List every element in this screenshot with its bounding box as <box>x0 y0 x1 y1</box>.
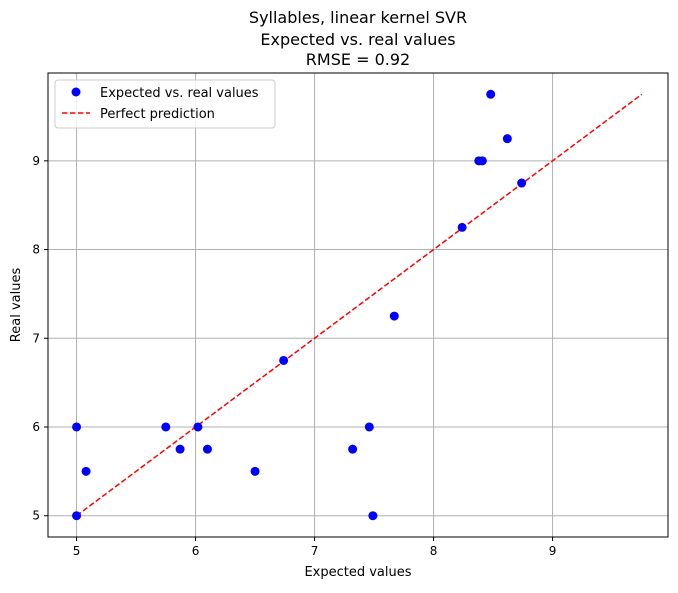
plot-area-frame <box>47 72 669 538</box>
scatter-point <box>202 444 212 454</box>
scatter-point <box>175 444 185 454</box>
y-tick-label: 7 <box>32 331 40 345</box>
y-tick-label: 9 <box>32 154 40 168</box>
scatter-point <box>502 134 512 144</box>
legend-scatter-marker <box>71 87 81 97</box>
legend-label-scatter: Expected vs. real values <box>100 86 259 101</box>
title-line-3: RMSE = 0.92 <box>306 50 410 69</box>
scatter-point <box>517 178 527 188</box>
y-axis-label: Real values <box>9 268 24 343</box>
scatter-point <box>364 422 374 432</box>
x-tick-label: 8 <box>430 544 438 558</box>
scatter-point <box>72 422 82 432</box>
scatter-point <box>389 311 399 321</box>
scatter-point <box>250 466 260 476</box>
x-axis-label: Expected values <box>304 565 411 580</box>
y-tick-label: 5 <box>32 509 40 523</box>
scatter-point <box>161 422 171 432</box>
scatter-points-layer <box>72 89 527 521</box>
y-tick-label: 8 <box>32 243 40 257</box>
scatter-point <box>279 355 289 365</box>
scatter-point <box>368 511 378 521</box>
legend-box <box>54 79 276 129</box>
x-tick-label: 5 <box>73 544 81 558</box>
title-line-1: Syllables, linear kernel SVR <box>249 8 467 27</box>
x-axis-ticks: 5 6 7 8 9 <box>73 537 557 558</box>
scatter-point <box>81 466 91 476</box>
perfect-prediction-line <box>76 93 643 517</box>
x-tick-label: 9 <box>549 544 557 558</box>
scatter-point <box>486 89 496 99</box>
title-line-2: Expected vs. real values <box>260 30 455 49</box>
perfect-prediction-line-layer <box>76 93 643 517</box>
scatter-point <box>72 511 82 521</box>
scatter-point <box>477 156 487 166</box>
x-tick-label: 6 <box>192 544 200 558</box>
y-axis-ticks: 5 6 7 8 9 <box>32 154 48 523</box>
scatter-point <box>348 444 358 454</box>
grid-lines <box>48 73 668 537</box>
chart-title: Syllables, linear kernel SVR Expected vs… <box>249 8 467 69</box>
legend-label-line: Perfect prediction <box>100 107 215 122</box>
legend: Expected vs. real values Perfect predict… <box>54 79 276 129</box>
y-tick-label: 6 <box>32 420 40 434</box>
scatter-point <box>457 222 467 232</box>
scatter-point <box>193 422 203 432</box>
x-tick-label: 7 <box>311 544 319 558</box>
